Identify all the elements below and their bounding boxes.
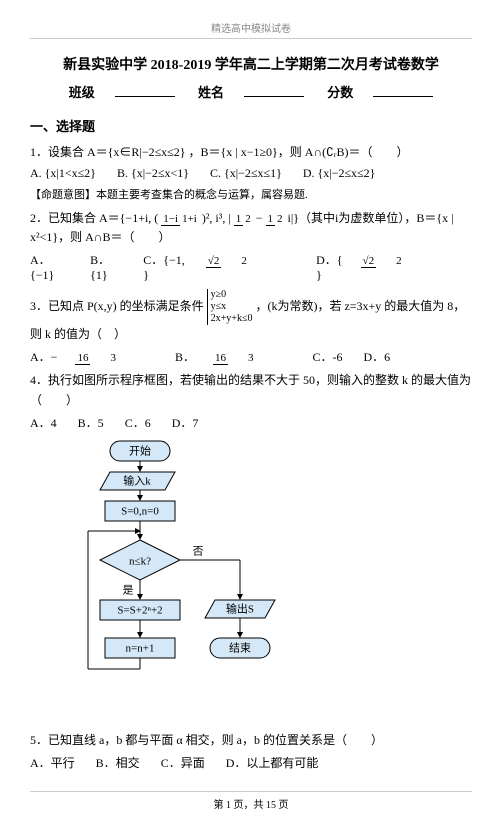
class-label: 班级 <box>69 85 95 100</box>
q4-opt-a: A．4 <box>30 416 57 430</box>
fc-end-text: 结束 <box>229 641 251 654</box>
fc-cond-text: n≤k? <box>129 555 151 567</box>
fc-output-text: 输出S <box>226 601 254 615</box>
question-4: 4．执行如图所示程序框图，若使输出的结果不大于 50，则输入的整数 k 的最大值… <box>30 371 472 409</box>
q4-opt-b: B．5 <box>78 416 104 430</box>
q3-opt-a: A．−163 <box>30 350 154 364</box>
fc-yes: 是 <box>123 583 134 596</box>
score-label: 分数 <box>327 85 353 100</box>
q5-opt-a: A．平行 <box>30 756 75 770</box>
q3-opt-d: D．6 <box>363 350 390 364</box>
q2-mid2: − <box>256 211 263 225</box>
fc-step2-text: n=n+1 <box>126 642 155 654</box>
name-blank <box>244 96 304 97</box>
q5-options: A．平行 B．相交 C．异面 D．以上都有可能 <box>30 754 472 771</box>
q1-opt-c: C. {x|−2≤x≤1} <box>210 166 282 180</box>
question-5: 5．已知直线 a，b 都与平面 α 相交，则 a，b 的位置关系是（ ） <box>30 731 472 750</box>
q5-opt-c: C．异面 <box>161 756 205 770</box>
question-2: 2．已知集合 A＝{−1+i, ( 1−i1+i )², i³, | 12 − … <box>30 209 472 247</box>
q2-options: A．{−1} B．{1} C．{−1, √22} D．{√22} <box>30 251 472 283</box>
q2-opt-b: B．{1} <box>90 251 125 283</box>
q1-note: 【命题意图】本题主要考查集合的概念与运算，属容易题. <box>30 187 472 205</box>
q2-opt-d: D．{√22} <box>316 251 454 283</box>
flowchart-svg: 开始 输入k S=0,n=0 n≤k? 是 否 S=S+2ⁿ+2 n=n+1 <box>80 439 300 719</box>
fc-no: 否 <box>193 545 204 557</box>
q4-opt-d: D．7 <box>172 416 199 430</box>
header-watermark: 精选高中模拟试卷 <box>30 20 472 39</box>
q2-opt-a: A．{−1} <box>30 251 72 283</box>
exam-title: 新县实验中学 2018-2019 学年高二上学期第二次月考试卷数学 <box>30 54 472 74</box>
section-heading: 一、选择题 <box>30 116 472 135</box>
class-blank <box>115 96 175 97</box>
name-label: 姓名 <box>198 85 224 100</box>
q2-opt-c: C．{−1, √22} <box>143 251 298 283</box>
q4-options: A．4 B．5 C．6 D．7 <box>30 414 472 431</box>
q3-system: y≥0 y≤x 2x+y+k≤0 <box>207 289 253 325</box>
fc-start-text: 开始 <box>129 443 151 457</box>
q1-opt-d: D. {x|−2≤x≤2} <box>303 166 376 180</box>
q4-opt-c: C．6 <box>125 416 151 430</box>
question-1: 1．设集合 A＝{x∈R|−2≤x≤2} ，B＝{x | x−1≥0}，则 A∩… <box>30 143 472 162</box>
q2-frac3: 12 <box>266 214 285 225</box>
fc-init-text: S=0,n=0 <box>121 505 159 517</box>
fc-input-text: 输入k <box>123 473 151 487</box>
q3-opt-c: C．-6 <box>312 350 342 364</box>
q3-options: A．−163 B．163 C．-6 D．6 <box>30 348 472 365</box>
q1-opt-b: B. {x|−2≤x<1} <box>117 166 189 180</box>
q3-opt-b: B．163 <box>175 350 292 364</box>
q1-options: A. {x|1<x≤2} B. {x|−2≤x<1} C. {x|−2≤x≤1}… <box>30 166 472 181</box>
info-line: 班级 姓名 分数 <box>30 82 472 101</box>
flowchart: 开始 输入k S=0,n=0 n≤k? 是 否 S=S+2ⁿ+2 n=n+1 <box>80 439 472 723</box>
q1-opt-a: A. {x|1<x≤2} <box>30 166 96 180</box>
q5-opt-d: D．以上都有可能 <box>226 756 319 770</box>
page-footer: 第 1 页，共 15 页 <box>30 791 472 811</box>
q2-pre: 2．已知集合 A＝{−1+i, ( <box>30 211 158 225</box>
q3-pre: 3．已知点 P(x,y) 的坐标满足条件 <box>30 299 204 313</box>
q2-mid1: )², i³, | <box>202 211 231 225</box>
q2-frac2: 12 <box>234 214 253 225</box>
page: 精选高中模拟试卷 新县实验中学 2018-2019 学年高二上学期第二次月考试卷… <box>0 0 502 831</box>
q5-opt-b: B．相交 <box>96 756 140 770</box>
score-blank <box>373 96 433 97</box>
q2-frac1: 1−i1+i <box>161 214 199 225</box>
fc-step1-text: S=S+2ⁿ+2 <box>117 604 162 616</box>
question-3: 3．已知点 P(x,y) 的坐标满足条件 y≥0 y≤x 2x+y+k≤0 ，(… <box>30 289 472 344</box>
